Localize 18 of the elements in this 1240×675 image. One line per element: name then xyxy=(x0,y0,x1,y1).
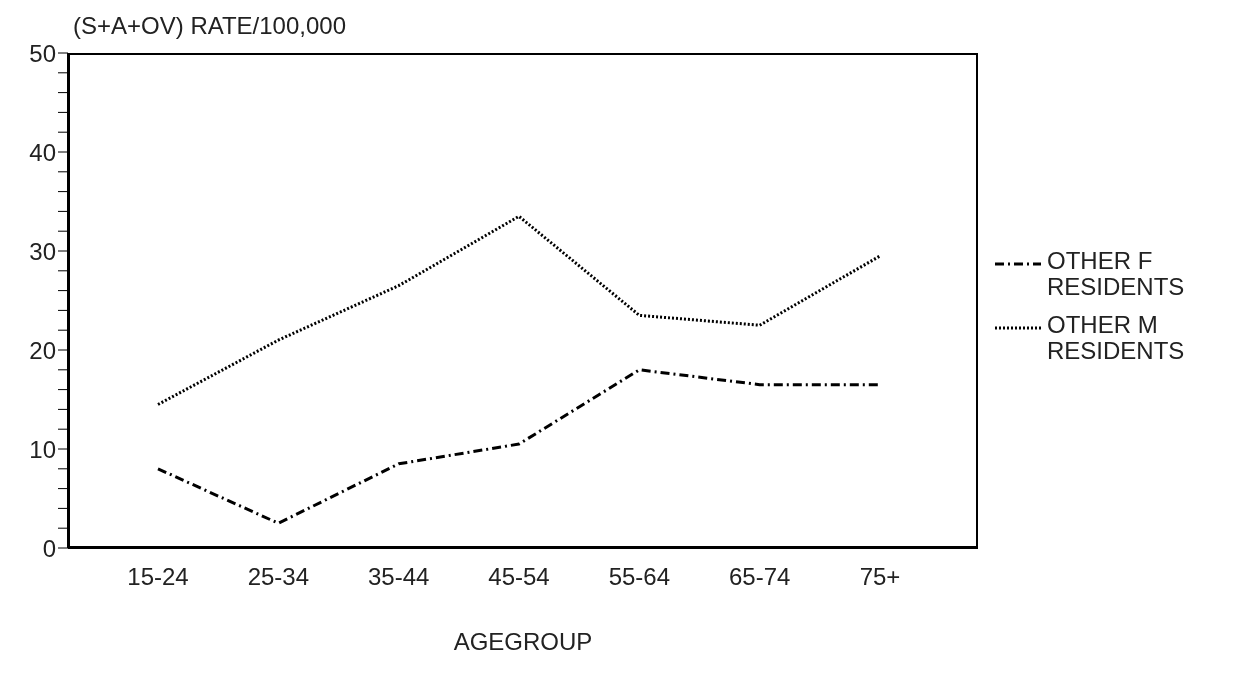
x-tick-label: 75+ xyxy=(859,563,901,591)
y-tick-label: 40 xyxy=(29,138,56,166)
y-tick-label: 0 xyxy=(42,534,56,562)
x-axis-title: AGEGROUP xyxy=(453,628,593,655)
x-tick-label: 45-54 xyxy=(488,563,550,591)
x-tick-label: 65-74 xyxy=(728,563,791,591)
line-series xyxy=(156,214,882,406)
legend-label: OTHER F RESIDENTS xyxy=(1047,247,1186,300)
x-tick-label: 35-44 xyxy=(367,563,430,591)
y-tick-label: 20 xyxy=(29,336,56,364)
y-tick-label: 30 xyxy=(29,237,56,265)
x-tick-label: 55-64 xyxy=(608,563,671,591)
legend-label: OTHER M RESIDENTS xyxy=(1047,311,1186,364)
x-tick-label: 15-24 xyxy=(127,563,189,591)
y-tick-label: 10 xyxy=(29,435,56,463)
y-tick-label: 50 xyxy=(29,39,56,67)
x-tick-label: 25-34 xyxy=(247,563,310,591)
y-axis-title: (S+A+OV) RATE/100,000 xyxy=(73,12,347,40)
